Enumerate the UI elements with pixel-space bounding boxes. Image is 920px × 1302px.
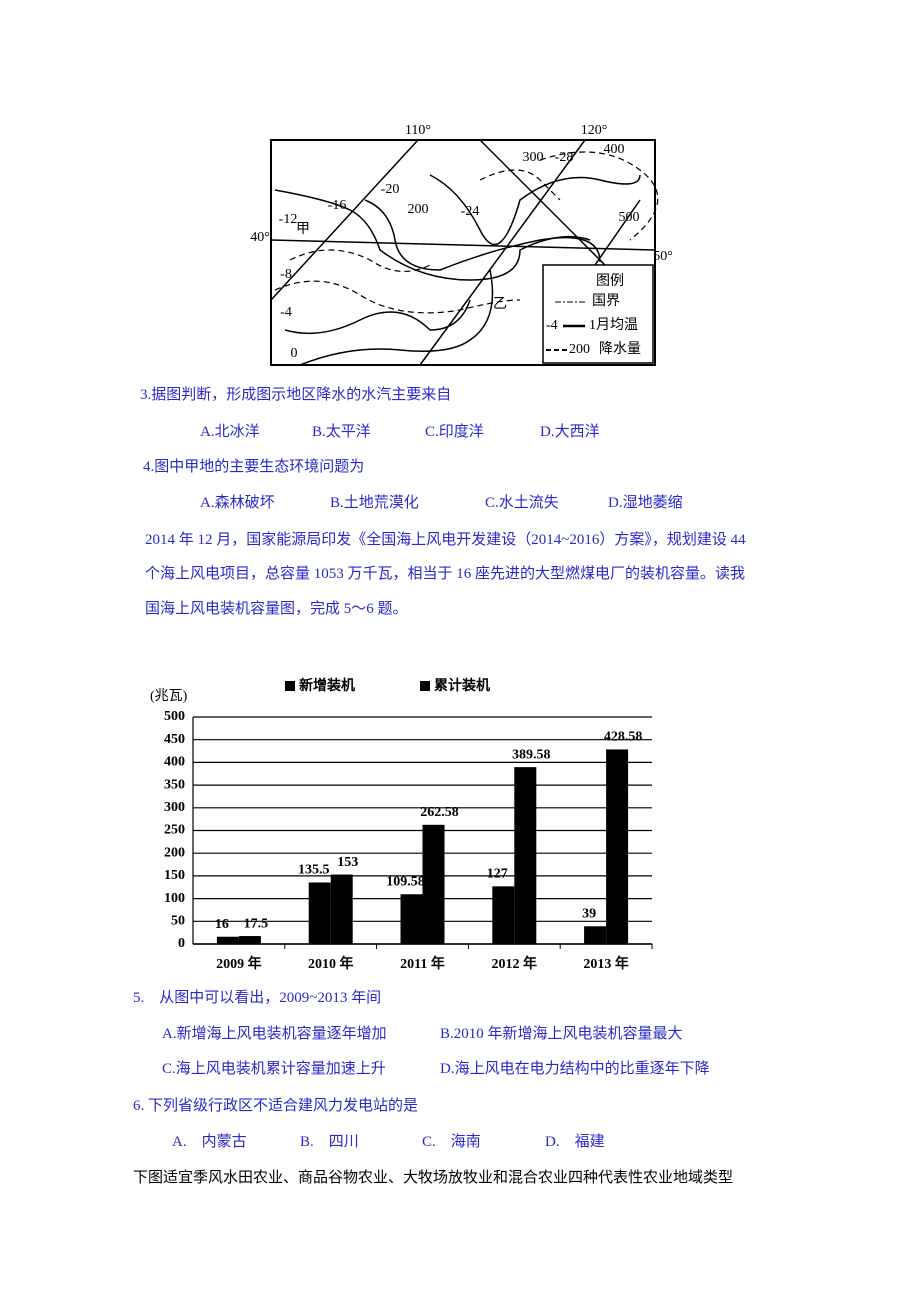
map-label: 400	[604, 142, 625, 157]
map-label: 0	[291, 346, 298, 361]
map-label: -16	[328, 198, 347, 213]
y-tick-label: 0	[178, 936, 185, 951]
option: A.新增海上风电装机容量逐年增加	[162, 1026, 387, 1042]
map-label: 500	[619, 210, 640, 225]
bar	[606, 749, 629, 944]
question-stem: 6. 下列省级行政区不适合建风力发电站的是	[133, 1098, 419, 1114]
footer-text: 下图适宜季风水田农业、商品谷物农业、大牧场放牧业和混合农业四种代表性农业地域类型	[133, 1170, 734, 1186]
legend-sample-label: 200	[569, 342, 590, 357]
data-label: 428.58	[604, 730, 643, 745]
x-tick-label: 2011 年	[400, 955, 445, 972]
chart: (兆瓦) 0 50 100 150 200 250 300 350 400 450 500 新增装机 累…	[150, 677, 653, 972]
bar	[422, 824, 445, 944]
legend-label: 新增装机	[299, 677, 355, 694]
legend-swatch	[285, 681, 295, 691]
map: 110° 120° 40° 50° 300 -28 400 -16 -20 20…	[250, 123, 673, 366]
y-tick-label: 450	[164, 732, 185, 747]
y-tick-label: 200	[164, 845, 185, 860]
map-label: 50°	[653, 249, 673, 264]
option: C.海上风电装机累计容量加速上升	[162, 1061, 386, 1077]
bar	[400, 894, 423, 944]
map-label: 乙	[493, 296, 507, 312]
map-label: 200	[408, 202, 429, 217]
y-tick-label: 500	[164, 709, 185, 724]
y-tick-label: 150	[164, 868, 185, 883]
map-label: -8	[280, 267, 292, 282]
map-label: -28	[555, 150, 574, 165]
passage-line: 个海上风电项目，总容量 1053 万千瓦，相当于 16 座先进的大型燃煤电厂的装…	[145, 566, 746, 582]
legend-label: 1月均温	[589, 317, 638, 333]
x-tick-label: 2009 年	[216, 955, 262, 972]
option: B.土地荒漠化	[330, 495, 419, 511]
y-tick-label: 300	[164, 800, 185, 815]
map-label: 40°	[250, 230, 270, 245]
data-label: 262.58	[420, 805, 459, 820]
map-label: -12	[279, 212, 298, 227]
option: B. 四川	[300, 1134, 359, 1150]
data-label: 16	[215, 917, 229, 932]
bar	[308, 882, 331, 944]
map-label: -4	[280, 305, 292, 320]
question-stem: 4.图中甲地的主要生态环境问题为	[143, 459, 365, 475]
map-label: 110°	[405, 123, 431, 138]
question-stem: 5. 从图中可以看出，2009~2013 年间	[133, 990, 382, 1006]
map-label: -24	[461, 204, 480, 219]
legend-box	[542, 264, 654, 364]
option: B.2010 年新增海上风电装机容量最大	[440, 1026, 683, 1042]
map-label: 甲	[296, 222, 310, 237]
data-label: 389.58	[512, 747, 551, 762]
option: D.湿地萎缩	[608, 495, 683, 511]
option: C. 海南	[422, 1134, 481, 1150]
bar	[492, 886, 515, 944]
y-tick-label: 400	[164, 755, 185, 770]
bar	[216, 936, 239, 944]
bar	[584, 926, 607, 944]
data-label: 127	[487, 867, 508, 882]
map-label: 120°	[581, 123, 608, 138]
x-tick-label: 2013 年	[583, 955, 629, 972]
option: C.印度洋	[425, 424, 484, 440]
option: A.北冰洋	[200, 424, 260, 440]
option: B.太平洋	[312, 424, 371, 440]
option: A.森林破坏	[200, 495, 275, 511]
legend-sample-label: -4	[546, 318, 558, 333]
option: C.水土流失	[485, 495, 559, 511]
data-label: 135.5	[298, 863, 330, 878]
passage-line: 2014 年 12 月，国家能源局印发《全国海上风电开发建设（2014~2016…	[145, 532, 746, 548]
y-axis-label: (兆瓦)	[150, 688, 188, 704]
legend-title: 图例	[596, 273, 624, 289]
bar	[514, 767, 537, 944]
map-frame	[270, 139, 656, 366]
option: D.海上风电在电力结构中的比重逐年下降	[440, 1061, 710, 1077]
y-tick-label: 100	[164, 891, 185, 906]
legend-swatch	[420, 681, 430, 691]
map-label: -20	[381, 182, 400, 197]
y-tick-label: 50	[171, 914, 185, 929]
data-label: 153	[337, 855, 358, 870]
data-label: 109.58	[386, 874, 425, 889]
map-label: 300	[523, 150, 544, 165]
map-dashed	[274, 151, 659, 314]
map-labels: 110° 120° 40° 50° 300 -28 400 -16 -20 20…	[250, 123, 673, 361]
question-stem: 3.据图判断，形成图示地区降水的水汽主要来自	[140, 387, 452, 403]
x-tick-label: 2012 年	[492, 955, 538, 972]
y-tick-label: 250	[164, 823, 185, 838]
option: A. 内蒙古	[172, 1134, 247, 1150]
bar	[330, 874, 353, 944]
map-lines	[270, 139, 656, 366]
data-label: 17.5	[244, 916, 269, 931]
data-label: 39	[582, 907, 596, 922]
legend-label: 国界	[592, 294, 620, 309]
legend-label: 累计装机	[434, 677, 490, 694]
y-tick-label: 350	[164, 777, 185, 792]
option: D.大西洋	[540, 424, 600, 440]
option: D. 福建	[545, 1134, 605, 1150]
legend-label: 降水量	[599, 341, 641, 357]
passage-line: 国海上风电装机容量图，完成 5～6 题。	[145, 601, 408, 617]
x-tick-label: 2010 年	[308, 955, 354, 972]
bar	[238, 936, 261, 944]
